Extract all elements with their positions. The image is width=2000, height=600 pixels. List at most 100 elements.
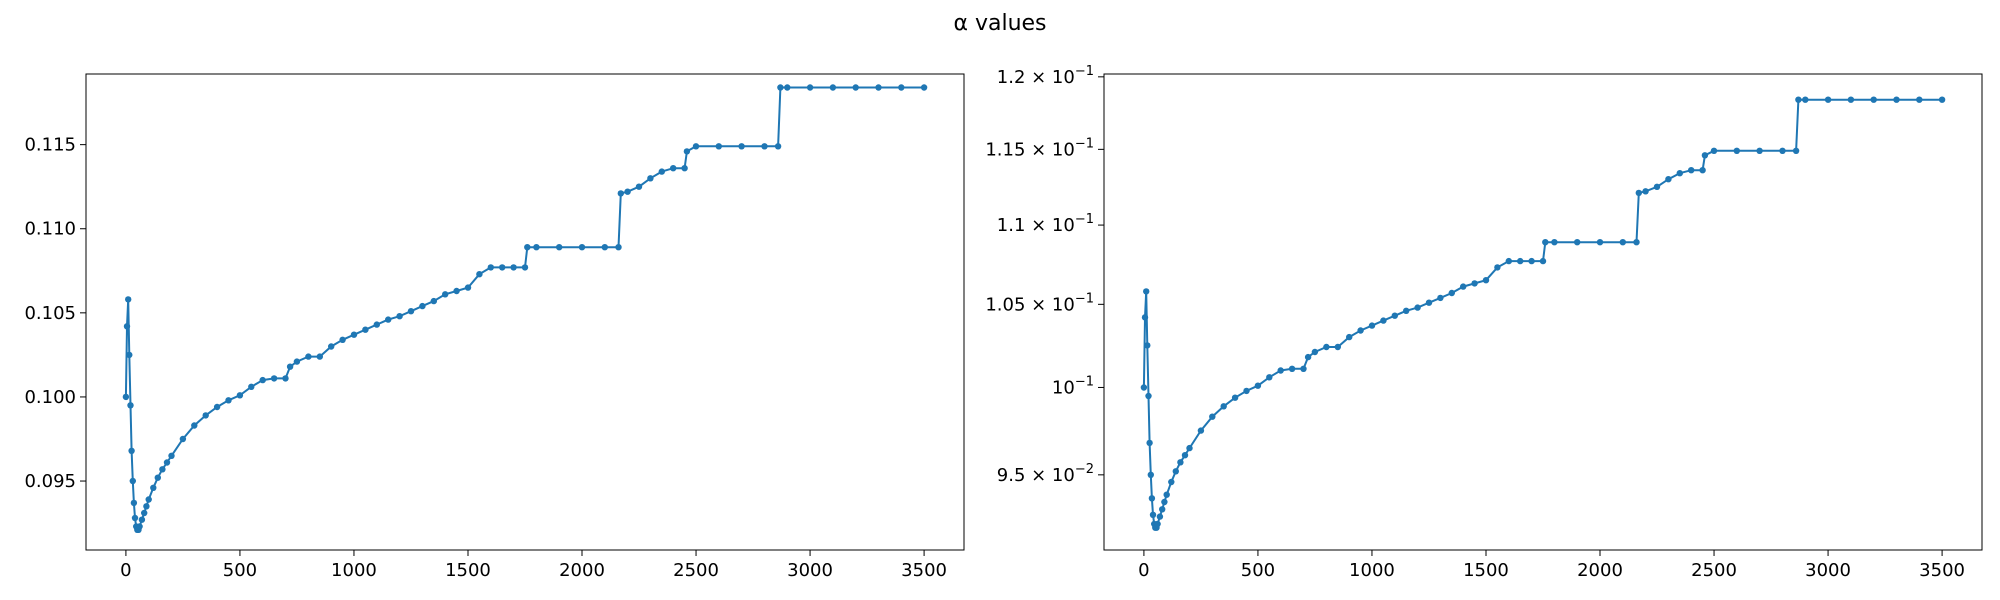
data-point	[510, 264, 517, 271]
x-tick-label: 0	[1138, 560, 1149, 581]
data-point	[774, 143, 782, 150]
data-point	[442, 291, 449, 298]
data-point	[293, 358, 301, 365]
series-line	[124, 86, 925, 531]
data-point	[430, 297, 437, 305]
y-tick-label: 0.095	[24, 471, 76, 492]
data-point	[1635, 189, 1643, 197]
data-point	[1163, 491, 1170, 498]
data-point	[1140, 384, 1148, 391]
data-point	[1145, 392, 1152, 400]
data-point	[1916, 96, 1923, 103]
data-point	[487, 264, 494, 271]
data-point	[1177, 459, 1184, 466]
data-point	[784, 84, 791, 91]
data-point	[1403, 307, 1410, 314]
x-tick-label: 3500	[1919, 560, 1965, 581]
y-tick-label: 1.15 × 10−1	[985, 136, 1094, 160]
data-point	[1304, 353, 1312, 361]
data-point	[362, 326, 369, 333]
data-point	[1437, 294, 1444, 302]
data-point	[1277, 367, 1284, 374]
figure-title: α values	[953, 11, 1046, 36]
data-point	[407, 308, 415, 315]
data-point	[385, 316, 392, 323]
data-point	[1391, 312, 1399, 319]
data-point	[236, 392, 244, 399]
y-tick-label: 1.2 × 10−1	[997, 64, 1094, 88]
data-point	[1893, 96, 1900, 103]
data-point	[875, 84, 882, 91]
data-point	[1357, 327, 1364, 334]
series-line	[1142, 98, 1943, 529]
data-point	[647, 175, 654, 182]
data-point	[419, 302, 426, 310]
data-point	[1870, 96, 1877, 103]
data-point	[1448, 289, 1456, 297]
data-point	[1779, 147, 1786, 154]
data-point	[213, 403, 221, 411]
data-point	[130, 499, 138, 507]
data-point	[154, 474, 161, 481]
data-point	[898, 84, 905, 91]
data-point	[127, 402, 134, 409]
data-point	[1159, 506, 1166, 513]
data-point	[683, 148, 691, 155]
data-point	[1220, 403, 1227, 410]
data-point	[1653, 183, 1661, 190]
data-point	[464, 284, 472, 291]
data-point	[373, 321, 380, 328]
data-point	[1146, 439, 1153, 447]
x-tick-label: 3000	[1805, 560, 1851, 581]
data-point	[1346, 333, 1353, 341]
x-tick-label: 1500	[1463, 560, 1509, 581]
data-point	[1334, 343, 1342, 351]
data-point	[521, 264, 529, 271]
data-point	[1149, 511, 1157, 518]
data-point	[1197, 427, 1205, 434]
data-point	[578, 244, 586, 251]
data-point	[1505, 257, 1513, 265]
data-point	[1551, 239, 1558, 246]
data-point	[339, 336, 346, 343]
x-tick-label: 1000	[1349, 560, 1395, 581]
data-point	[122, 393, 130, 401]
data-point	[1482, 277, 1490, 284]
data-point	[1148, 495, 1156, 502]
data-point	[1368, 322, 1376, 329]
data-point	[191, 422, 198, 429]
data-point	[1144, 342, 1151, 349]
data-point	[1231, 394, 1239, 401]
data-point	[129, 477, 136, 485]
data-point	[1141, 314, 1149, 321]
data-point	[123, 323, 131, 330]
data-point	[533, 244, 540, 251]
data-point	[259, 376, 266, 384]
data-point	[328, 343, 335, 350]
data-point	[1633, 239, 1640, 246]
axes-frame	[1103, 73, 1983, 551]
data-point	[270, 375, 278, 382]
data-point	[670, 165, 677, 172]
data-point	[179, 435, 187, 443]
data-point	[1243, 387, 1250, 395]
data-point	[1701, 152, 1709, 159]
x-tick-label: 2500	[673, 560, 719, 581]
data-point	[163, 459, 171, 466]
axes-frame	[85, 73, 965, 551]
y-tick-label: 0.110	[24, 219, 76, 240]
data-point	[1665, 176, 1672, 183]
data-point	[1414, 304, 1421, 311]
x-tick-label: 1500	[445, 560, 491, 581]
data-point	[1539, 257, 1547, 265]
data-point	[635, 183, 643, 190]
data-point	[615, 244, 622, 251]
y-tick-label: 1.05 × 10−1	[985, 291, 1094, 315]
data-point	[350, 331, 358, 338]
data-point	[396, 313, 403, 320]
data-point	[1425, 299, 1433, 306]
data-point	[1300, 365, 1307, 372]
data-point	[681, 165, 688, 172]
data-point	[761, 143, 768, 150]
data-point	[138, 516, 146, 523]
